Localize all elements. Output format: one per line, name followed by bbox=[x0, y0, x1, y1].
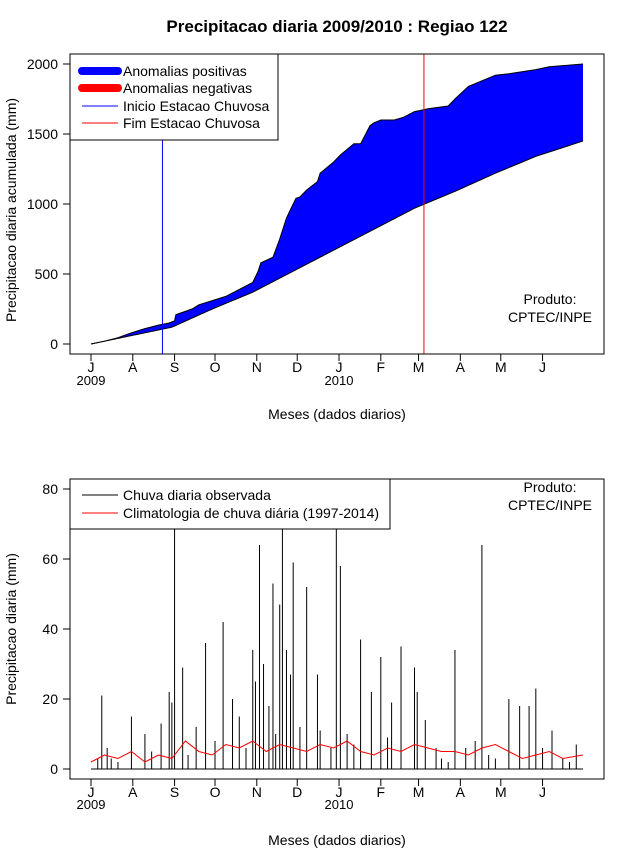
chart2-legend: Chuva diaria observada Climatologia de c… bbox=[69, 478, 391, 530]
c2-x-tick-label: J bbox=[336, 784, 343, 800]
c1-x-tick-label: M bbox=[495, 359, 507, 375]
c2-y-tick-label: 40 bbox=[42, 621, 58, 637]
chart1-series-lines bbox=[90, 63, 584, 345]
chart2-legend-label-observada: Chuva diaria observada bbox=[123, 487, 271, 503]
c1-x-tick-label: M bbox=[413, 359, 425, 375]
c1-y-tick-label: 1500 bbox=[27, 126, 58, 142]
c1-x-tick-label: A bbox=[456, 359, 466, 375]
chart1-observed-line bbox=[90, 63, 584, 345]
c1-x-tick-label: O bbox=[210, 359, 221, 375]
chart2-climatology-polyline bbox=[90, 740, 584, 763]
chart1-climatology-line bbox=[90, 140, 584, 345]
chart1-year-label-2009: 2009 bbox=[77, 373, 106, 388]
chart1-annotation-line2: CPTEC/INPE bbox=[508, 309, 592, 325]
chart1-legend: Anomalias positivas Anomalias negativas … bbox=[69, 53, 279, 141]
c2-x-tick-label: F bbox=[377, 784, 386, 800]
c2-y-tick-label: 60 bbox=[42, 551, 58, 567]
c1-x-tick-label: J bbox=[88, 359, 95, 375]
chart2-annotation-line2: CPTEC/INPE bbox=[508, 497, 592, 513]
c2-x-tick-label: N bbox=[252, 784, 262, 800]
chart2-x-axis-title: Meses (dados diarios) bbox=[268, 832, 406, 848]
c1-y-tick-label: 1000 bbox=[27, 196, 58, 212]
chart1-y-axis-title: Precipitacao diaria acumulada (mm) bbox=[3, 98, 19, 322]
c1-y-tick-label: 500 bbox=[35, 266, 59, 282]
c1-x-tick-label: N bbox=[252, 359, 262, 375]
c2-y-tick-label: 0 bbox=[50, 761, 58, 777]
chart1-x-axis-title: Meses (dados diarios) bbox=[268, 406, 406, 422]
c2-y-tick-label: 20 bbox=[42, 691, 58, 707]
c1-x-tick-label: F bbox=[377, 359, 386, 375]
c1-x-tick-label: A bbox=[128, 359, 138, 375]
chart1-area-positive bbox=[91, 64, 583, 344]
chart-cumulative: Precipitacao diaria 2009/2010 : Regiao 1… bbox=[3, 17, 605, 422]
c2-x-tick-label: M bbox=[413, 784, 425, 800]
c2-x-tick-label: O bbox=[210, 784, 221, 800]
chart1-title: Precipitacao diaria 2009/2010 : Regiao 1… bbox=[166, 17, 507, 36]
c2-x-tick-label: A bbox=[128, 784, 138, 800]
c1-x-tick-label: S bbox=[170, 359, 179, 375]
c1-x-tick-label: D bbox=[292, 359, 302, 375]
chart2-year-label-2009: 2009 bbox=[77, 797, 106, 812]
c2-x-tick-label: J bbox=[88, 784, 95, 800]
chart2-climatology-line bbox=[90, 740, 584, 763]
c1-y-tick-label: 2000 bbox=[27, 56, 58, 72]
chart2-legend-box bbox=[69, 478, 391, 530]
c1-y-tick-label: 0 bbox=[50, 336, 58, 352]
c2-x-tick-label: S bbox=[170, 784, 179, 800]
chart2-annotation-line1: Produto: bbox=[524, 479, 577, 495]
chart1-y-axis: 0 500 1000 1500 2000 bbox=[27, 56, 71, 352]
chart2-legend-label-climatologia: Climatologia de chuva diária (1997-2014) bbox=[123, 505, 379, 521]
c2-x-tick-label: A bbox=[456, 784, 466, 800]
c2-x-tick-label: D bbox=[292, 784, 302, 800]
c2-x-tick-label: M bbox=[495, 784, 507, 800]
chart1-legend-label-negativas: Anomalias negativas bbox=[123, 80, 252, 96]
chart2-observed-bars bbox=[91, 527, 583, 770]
chart1-anomaly-areas bbox=[91, 64, 583, 344]
c2-x-tick-label: J bbox=[539, 784, 546, 800]
c1-x-tick-label: J bbox=[336, 359, 343, 375]
chart1-legend-label-fim: Fim Estacao Chuvosa bbox=[123, 115, 260, 131]
chart1-legend-label-positivas: Anomalias positivas bbox=[123, 63, 247, 79]
chart2-y-axis: 0 20 40 60 80 bbox=[42, 481, 71, 777]
chart1-annotation-line1: Produto: bbox=[524, 291, 577, 307]
c1-x-tick-label: J bbox=[539, 359, 546, 375]
chart1-legend-label-inicio: Inicio Estacao Chuvosa bbox=[123, 98, 270, 114]
chart1-year-label-2010: 2010 bbox=[325, 373, 354, 388]
chart2-y-axis-title: Precipitacao diaria (mm) bbox=[3, 553, 19, 705]
chart-daily: 0 20 40 60 80 J A S O N D J F M A M J 2009 2010 Meses (… bbox=[3, 478, 605, 848]
chart2-year-label-2010: 2010 bbox=[325, 797, 354, 812]
c2-y-tick-label: 80 bbox=[42, 481, 58, 497]
